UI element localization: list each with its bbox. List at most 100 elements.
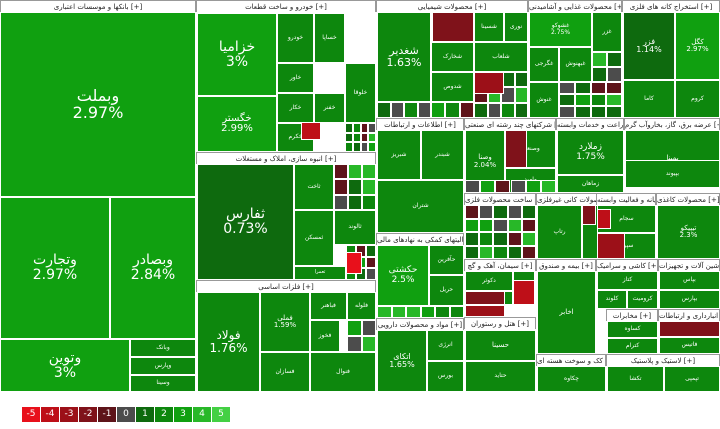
stock-tile[interactable]: کساوه [607, 321, 658, 338]
sector-header[interactable]: عرضه برق، گاز، بخاروآب گرم [+] [624, 118, 720, 130]
stock-tile[interactable]: حسینا [465, 330, 536, 361]
minor-stock-tile[interactable] [521, 205, 536, 219]
minor-stock-tile[interactable] [521, 232, 536, 246]
stock-tile[interactable]: کترام [607, 338, 658, 354]
stock-tile[interactable]: فلوله [347, 292, 376, 320]
stock-tile[interactable]: شخارک [431, 42, 474, 72]
sector-header[interactable]: حمل و نقل، انبارداری و ارتباطات [+] [658, 309, 720, 321]
minor-stock-tile[interactable] [368, 142, 376, 152]
minor-stock-tile[interactable] [445, 102, 460, 118]
stock-tile[interactable]: فخوز [310, 320, 340, 352]
stock-tile[interactable]: رتاپ [537, 205, 582, 259]
stock-tile[interactable]: وسینا [130, 375, 196, 392]
stock-tile[interactable]: غبهنوش [559, 47, 592, 82]
sector-header[interactable]: کاشی و سرامیک [+] [596, 259, 658, 271]
stock-tile[interactable]: نوری [504, 12, 528, 42]
sector-header[interactable]: اطلاعات و ارتباطات [+] [376, 118, 464, 130]
negative-stock-tile[interactable] [474, 72, 504, 94]
minor-stock-tile[interactable] [366, 245, 376, 257]
minor-stock-tile[interactable] [465, 232, 480, 246]
minor-stock-tile[interactable] [391, 306, 406, 318]
stock-tile[interactable]: بورس [427, 361, 464, 392]
minor-stock-tile[interactable] [507, 205, 522, 219]
negative-stock-tile[interactable] [597, 233, 625, 259]
stock-tile[interactable]: دکوثر [465, 271, 513, 291]
sector-header[interactable]: استخراج کانه های فلزی [+] [622, 0, 720, 12]
minor-stock-tile[interactable] [606, 94, 622, 106]
sector-header[interactable]: محصولات کاغذی [+] [656, 193, 720, 205]
stock-tile[interactable]: بپاس [659, 271, 720, 290]
minor-stock-tile[interactable] [431, 102, 446, 118]
stock-tile[interactable]: اخابر [537, 271, 596, 354]
stock-tile[interactable]: زماهان [557, 175, 624, 193]
stock-tile[interactable]: غشوکو 2.75% [529, 12, 592, 47]
minor-stock-tile[interactable] [574, 94, 591, 106]
sector-header[interactable]: زراعت و خدمات وابسته [+] [556, 118, 624, 130]
stock-tile[interactable]: ثفارس 0.73% [197, 164, 294, 280]
sector-header[interactable]: محصولات غذایی و آشامیدنی [+] [528, 0, 622, 12]
sector-header[interactable]: ساخت محصولات فلزی [+] [464, 193, 536, 205]
minor-stock-tile[interactable] [420, 306, 435, 318]
sector-header[interactable]: مخابرات [+] [606, 309, 658, 321]
negative-stock-tile[interactable] [659, 321, 720, 337]
stock-tile[interactable]: فسازان [260, 352, 310, 392]
minor-stock-tile[interactable] [521, 245, 536, 259]
minor-stock-tile[interactable] [501, 87, 515, 103]
negative-stock-tile[interactable] [432, 12, 474, 42]
minor-stock-tile[interactable] [449, 306, 464, 318]
minor-stock-tile[interactable] [479, 232, 494, 246]
minor-stock-tile[interactable] [590, 94, 607, 106]
stock-tile[interactable]: حتاید [465, 361, 536, 392]
stock-tile[interactable]: فاتیس [659, 337, 720, 354]
stock-tile[interactable]: خکار [277, 93, 314, 123]
negative-stock-tile[interactable] [513, 280, 535, 305]
minor-stock-tile[interactable] [510, 180, 526, 193]
sector-header[interactable]: ماشین آلات و تجهیزات [+] [658, 259, 720, 271]
stock-tile[interactable]: چکاوه [537, 366, 606, 392]
stock-tile[interactable]: شدوص [431, 72, 474, 102]
stock-tile[interactable]: وبانک [130, 339, 196, 357]
stock-tile[interactable]: وتجارت 2.97% [0, 197, 110, 339]
minor-stock-tile[interactable] [480, 180, 496, 193]
minor-stock-tile[interactable] [368, 123, 376, 133]
stock-tile[interactable]: حکشتی 2.5% [377, 245, 429, 306]
stock-tile[interactable]: خگستر 2.99% [197, 96, 277, 152]
stock-tile[interactable]: تکشا [607, 366, 664, 392]
stock-tile[interactable]: شسینا [474, 12, 504, 42]
minor-stock-tile[interactable] [487, 102, 501, 118]
minor-stock-tile[interactable] [479, 218, 494, 232]
stock-tile[interactable]: بپارس [659, 290, 720, 309]
minor-stock-tile[interactable] [334, 164, 348, 180]
minor-stock-tile[interactable] [607, 52, 622, 67]
minor-stock-tile[interactable] [377, 306, 392, 318]
minor-stock-tile[interactable] [334, 194, 348, 210]
stock-tile[interactable]: وبملت 2.97% [0, 12, 196, 197]
stock-tile[interactable]: کروم [675, 80, 720, 118]
minor-stock-tile[interactable] [404, 102, 418, 118]
minor-stock-tile[interactable] [479, 245, 494, 259]
minor-stock-tile[interactable] [592, 52, 607, 67]
stock-tile[interactable]: وتوین 3% [0, 339, 130, 392]
negative-stock-tile[interactable] [505, 130, 527, 168]
minor-stock-tile[interactable] [360, 123, 369, 133]
minor-stock-tile[interactable] [592, 67, 607, 82]
minor-stock-tile[interactable] [493, 245, 508, 259]
stock-tile[interactable]: خساپا [314, 13, 345, 63]
stock-tile[interactable]: حریل [429, 275, 464, 306]
stock-tile[interactable]: اتکای 1.65% [377, 330, 427, 392]
minor-stock-tile[interactable] [465, 205, 480, 219]
negative-stock-tile[interactable] [465, 305, 505, 317]
minor-stock-tile[interactable] [435, 306, 450, 318]
minor-stock-tile[interactable] [406, 306, 421, 318]
minor-stock-tile[interactable] [345, 123, 353, 133]
minor-stock-tile[interactable] [347, 320, 362, 336]
minor-stock-tile[interactable] [345, 142, 353, 152]
stock-tile[interactable]: غگرجی [529, 47, 559, 82]
stock-tile[interactable]: ثمسکن [294, 210, 334, 266]
stock-tile[interactable]: غزر [592, 12, 622, 52]
sector-header[interactable]: مواد و محصولات دارویی [+] [376, 318, 464, 330]
minor-stock-tile[interactable] [493, 205, 508, 219]
stock-tile[interactable]: ثاخت [294, 164, 334, 210]
sector-header[interactable]: سیمان، آهک و گچ [+] [464, 259, 536, 271]
minor-stock-tile[interactable] [574, 106, 591, 118]
